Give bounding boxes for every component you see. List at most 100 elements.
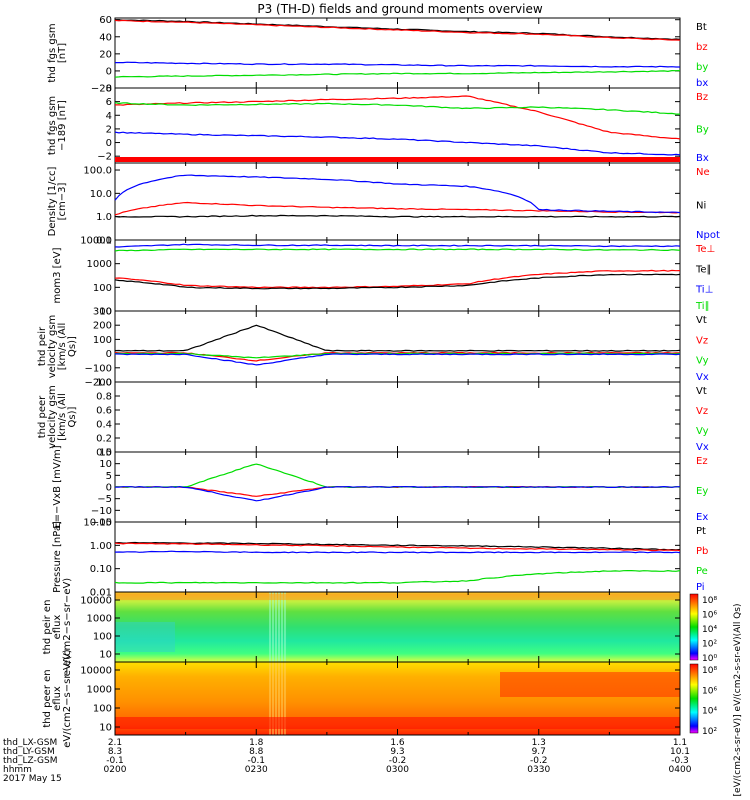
- y-tick-label: 0.1: [96, 236, 112, 247]
- panel-2: 8 6 4 2 0 −2 thd fgs gsm−189 [nT] Bz By Bx: [47, 84, 709, 165]
- y-tick-label: 0: [106, 66, 112, 77]
- series-line-Bt: [114, 19, 681, 41]
- series-line-Vx: [114, 353, 681, 366]
- y-tick-label: 1000: [87, 259, 112, 270]
- y-axis-label: thd peirvelocity gsm[km/s (AllQs)]: [37, 315, 78, 379]
- y-axis-label-line: Qs)]: [67, 336, 78, 357]
- panel-10: 10⁸ 10⁶ 10⁴ 10² 10000 1000 100 10 thd peer enefl…: [42, 649, 717, 748]
- colorbar-tick-label: 10²: [702, 727, 717, 737]
- footer-row-label: thd_LX-GSM: [3, 738, 57, 748]
- y-tick-label: 40: [99, 32, 112, 43]
- y-axis-label: thd fgs gsm−189 [nT]: [47, 96, 68, 155]
- y-tick-label: 0.10: [90, 564, 112, 575]
- figure-title: P3 (TH-D) fields and ground moments over…: [257, 2, 542, 16]
- y-tick-label: 10000: [80, 596, 112, 607]
- series-line-Pb: [114, 542, 681, 552]
- footer-value: 0400: [669, 765, 692, 775]
- y-tick-label: 10000: [80, 666, 112, 677]
- series-line-Vt: [114, 324, 681, 352]
- y-axis-label: Density [1/cc][cm−3]: [47, 167, 68, 237]
- spectrogram-patch: [115, 622, 175, 652]
- footer-value: -0.1: [247, 756, 265, 766]
- legend-entry: Vx: [696, 442, 709, 453]
- panel-9: 10⁸ 10⁶ 10⁴ 10² 10⁰ 10000 1000 100 10 thd peir en…: [42, 578, 717, 677]
- y-tick-label: −200: [85, 378, 112, 389]
- y-tick-label: 20: [99, 49, 112, 60]
- series-line-Ne: [114, 201, 681, 216]
- colorbar: [689, 663, 699, 734]
- footer-value: 1.1: [673, 738, 687, 748]
- colorbar-tick-label: 10⁶: [702, 611, 717, 621]
- y-axis-label-line: thd peer: [37, 395, 48, 438]
- series-line-Ni: [114, 214, 681, 218]
- y-tick-label: 60: [99, 15, 112, 26]
- y-tick-label: −10: [91, 506, 112, 517]
- series-line-By: [114, 102, 680, 115]
- legend-entry: Ni: [696, 201, 706, 212]
- series-line-Bz: [114, 95, 681, 140]
- legend-entry: bz: [696, 42, 708, 53]
- series-line-Ez: [114, 485, 681, 497]
- footer-value: 0230: [245, 765, 268, 775]
- footer-value: 9.7: [532, 747, 546, 757]
- series-line-bz: [114, 19, 681, 41]
- footer-value: 1.6: [390, 738, 405, 748]
- y-axis-label-line: Qs)]: [67, 406, 78, 427]
- series-line-Pt: [114, 541, 681, 551]
- y-tick-label: 0: [106, 483, 112, 494]
- series-line-Ey: [114, 463, 681, 489]
- legend-entry: Pb: [696, 546, 708, 557]
- series-line-Ex: [115, 485, 681, 502]
- footer-value: 9.3: [390, 747, 404, 757]
- series-line-Vy: [114, 352, 681, 359]
- panel-5: 300 200 100 0 −100 −200 thd peirvelocity gsm[k…: [37, 307, 709, 389]
- series-line-Pe: [114, 569, 681, 584]
- legend-entry: Ti∥: [695, 301, 710, 312]
- legend-entry: Ti⊥: [695, 285, 713, 296]
- y-axis-label-line: E=−VxB [mV/m]: [52, 445, 63, 528]
- spectrogram-patch: [500, 672, 680, 697]
- legend-entry: Ez: [696, 456, 708, 467]
- colorbar-tick-label: 10⁸: [702, 666, 717, 676]
- colorbar-label: [eV/(cm2-s-sr-eV)] eV/(cm2-s-sr-eV)(All …: [733, 604, 743, 797]
- y-axis-label: thd fgs gsm[nT]: [47, 23, 68, 82]
- series-line-Ti∥: [114, 248, 681, 252]
- y-tick-label: −15: [91, 518, 112, 529]
- y-tick-label: 0.0: [96, 448, 112, 459]
- legend-entry: Pe: [696, 566, 708, 577]
- legend-entry: Vt: [696, 315, 707, 326]
- y-tick-label: 0.6: [96, 406, 112, 417]
- y-tick-label: 5: [106, 471, 112, 482]
- y-tick-label: 10: [99, 650, 112, 661]
- y-axis-label-line: velocity gsm: [47, 315, 58, 379]
- panel-frame: [114, 521, 681, 593]
- status-bar: [115, 157, 680, 162]
- y-tick-label: 0: [106, 349, 112, 360]
- y-tick-label: 1000: [87, 614, 112, 625]
- y-tick-label: 100.0: [83, 166, 112, 177]
- legend-entry: Vz: [696, 406, 708, 417]
- y-axis-label-line: thd peer en: [42, 669, 53, 727]
- panel-frame: [114, 162, 681, 241]
- y-axis-label-line: velocity gsm: [47, 385, 58, 449]
- legend-entry: Bx: [696, 153, 709, 164]
- spectrogram: [115, 592, 680, 662]
- legend-entry: Vx: [696, 372, 709, 383]
- y-axis-label: thd peervelocity gsm[km/s (AllQs)]: [37, 385, 78, 449]
- y-tick-label: −5: [97, 494, 112, 505]
- y-tick-label: 1.00: [90, 541, 112, 552]
- series-line-Bx: [114, 131, 681, 156]
- y-tick-label: 10: [99, 307, 112, 318]
- y-axis-label-line: Pressure [nPa]: [52, 521, 63, 593]
- y-axis-label-line: Density [1/cc]: [47, 167, 58, 237]
- panel-6: 1.0 0.8 0.6 0.4 0.2 0.0 thd peervelocity gsm[k…: [37, 378, 709, 459]
- footer-row-label: thd_LZ-GSM: [3, 756, 58, 766]
- y-axis-label: thd peer enefluxeV/(cm2−s−sr−eV): [42, 649, 73, 748]
- y-axis-label-line: [nT]: [57, 43, 68, 63]
- footer-value: 0330: [527, 765, 550, 775]
- footer-value: 0300: [386, 765, 409, 775]
- y-axis-label-line: eflux: [52, 686, 63, 711]
- panel-frame: [114, 381, 681, 453]
